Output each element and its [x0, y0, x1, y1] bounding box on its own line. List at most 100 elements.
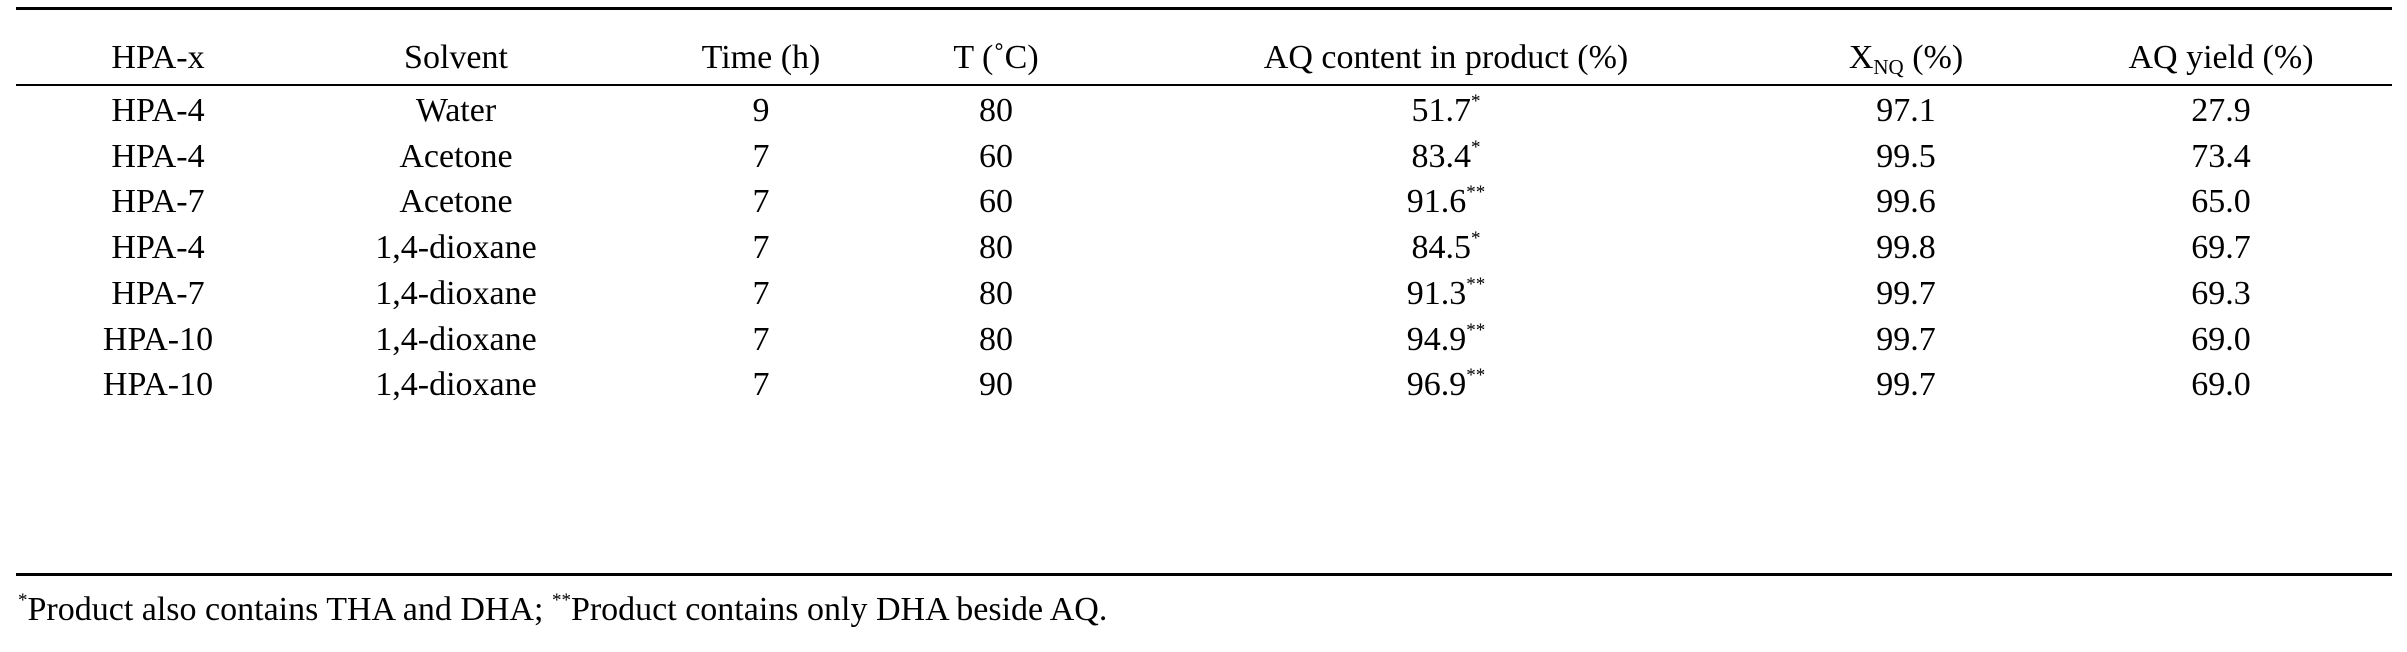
- cell-time: 7: [636, 122, 886, 192]
- cell-time-value: 7: [752, 229, 770, 267]
- cell-aq-content: 83.4*: [1126, 122, 1766, 192]
- cell-aq-yield-value: 69.0: [2191, 366, 2251, 404]
- cell-xnq: 99.6: [1756, 167, 2056, 237]
- cell-hpa: HPA-10: [38, 305, 278, 375]
- table-row: HPA-4 Water 9 80 51.7* 97.1 27.9: [16, 76, 2392, 146]
- cell-time-value: 7: [752, 366, 770, 404]
- cell-xnq-value: 97.1: [1876, 92, 1936, 129]
- cell-solvent: Water: [296, 76, 616, 146]
- cell-temperature-value: 80: [979, 274, 1013, 312]
- cell-xnq-value: 99.7: [1876, 274, 1936, 312]
- footnote-mark-double: **: [551, 590, 571, 611]
- footnote-marker: **: [1466, 182, 1486, 204]
- cell-aq-yield: 69.0: [2056, 350, 2386, 420]
- cell-solvent-value: Acetone: [399, 137, 513, 175]
- cell-solvent-value: 1,4-dioxane: [375, 274, 537, 312]
- cell-aq-content: 94.9**: [1126, 305, 1766, 375]
- cell-aq-yield: 65.0: [2056, 167, 2386, 237]
- cell-solvent: 1,4-dioxane: [296, 213, 616, 283]
- cell-hpa: HPA-4: [38, 213, 278, 283]
- cell-hpa: HPA-7: [38, 167, 278, 237]
- cell-time: 7: [636, 213, 886, 283]
- footnote-marker: *: [1471, 136, 1481, 158]
- cell-aq-content-value: 94.9: [1406, 320, 1467, 358]
- header-hpa-x: HPA-x: [111, 39, 205, 76]
- cell-solvent-value: 1,4-dioxane: [375, 229, 537, 267]
- cell-aq-content-value: 91.6: [1406, 183, 1467, 221]
- table-row: HPA-4 1,4-dioxane 7 80 84.5* 99.8 69.7: [16, 213, 2392, 283]
- table-row: HPA-4 Acetone 7 60 83.4* 99.5 73.4: [16, 122, 2392, 192]
- cell-xnq: 99.7: [1756, 259, 2056, 329]
- table-row: HPA-10 1,4-dioxane 7 80 94.9** 99.7 69.0: [16, 305, 2392, 375]
- cell-time-value: 7: [752, 183, 770, 221]
- table-bottom-rule: [16, 573, 2392, 576]
- cell-aq-content: 96.9**: [1126, 350, 1766, 420]
- cell-time-value: 7: [752, 137, 770, 175]
- header-time: Time (h): [701, 39, 821, 76]
- cell-solvent: 1,4-dioxane: [296, 259, 616, 329]
- cell-aq-yield-value: 69.3: [2191, 274, 2251, 312]
- cell-temperature: 80: [876, 259, 1116, 329]
- cell-temperature-value: 80: [979, 92, 1013, 129]
- cell-temperature: 80: [876, 76, 1116, 146]
- cell-time: 9: [636, 76, 886, 146]
- footnote-marker: **: [1466, 273, 1486, 295]
- cell-hpa-value: HPA-10: [102, 366, 214, 404]
- cell-time: 7: [636, 350, 886, 420]
- footnote-marker: **: [1466, 365, 1486, 387]
- cell-aq-yield-value: 69.0: [2191, 320, 2251, 358]
- cell-solvent-value: Acetone: [399, 183, 513, 221]
- cell-temperature: 80: [876, 213, 1116, 283]
- cell-xnq: 99.7: [1756, 350, 2056, 420]
- table-top-rule: [16, 7, 2392, 10]
- header-temperature: T (˚C): [953, 39, 1039, 76]
- cell-temperature-value: 80: [979, 229, 1013, 267]
- cell-aq-yield: 69.7: [2056, 213, 2386, 283]
- cell-aq-yield-value: 65.0: [2191, 183, 2251, 221]
- cell-solvent-value: 1,4-dioxane: [375, 366, 537, 404]
- cell-time-value: 7: [752, 320, 770, 358]
- footnote-mark-single: *: [18, 590, 28, 611]
- cell-temperature: 90: [876, 350, 1116, 420]
- header-xnq: XNQ (%): [1756, 23, 2056, 93]
- cell-aq-content-value: 51.7: [1411, 92, 1472, 129]
- footnote-marker: *: [1471, 228, 1481, 250]
- header-xnq-unit: (%): [1903, 39, 1964, 76]
- cell-aq-yield: 73.4: [2056, 122, 2386, 192]
- cell-xnq-value: 99.7: [1876, 320, 1936, 358]
- cell-aq-yield: 27.9: [2056, 76, 2386, 146]
- footnote-text-single: Product also contains THA and DHA;: [27, 591, 552, 628]
- cell-time: 7: [636, 167, 886, 237]
- cell-aq-content: 91.3**: [1126, 259, 1766, 329]
- header-xnq-symbol: X: [1848, 39, 1874, 76]
- cell-time: 7: [636, 305, 886, 375]
- cell-solvent: Acetone: [296, 167, 616, 237]
- cell-solvent: Acetone: [296, 122, 616, 192]
- cell-aq-yield-value: 69.7: [2191, 229, 2251, 267]
- cell-hpa-value: HPA-4: [111, 137, 205, 175]
- cell-xnq: 99.8: [1756, 213, 2056, 283]
- cell-temperature-value: 80: [979, 320, 1013, 358]
- footnote-marker: **: [1466, 319, 1486, 341]
- cell-solvent-value: Water: [415, 92, 497, 129]
- cell-hpa-value: HPA-7: [111, 183, 205, 221]
- cell-aq-yield: 69.3: [2056, 259, 2386, 329]
- header-aq-content: AQ content in product (%): [1263, 39, 1629, 76]
- footnote-marker: *: [1471, 91, 1481, 112]
- cell-aq-content-value: 83.4: [1411, 137, 1472, 175]
- cell-aq-content-value: 84.5: [1411, 229, 1472, 267]
- cell-xnq-value: 99.5: [1876, 137, 1936, 175]
- cell-xnq: 99.7: [1756, 305, 2056, 375]
- cell-hpa-value: HPA-4: [111, 92, 205, 129]
- cell-hpa-value: HPA-4: [111, 229, 205, 267]
- cell-aq-content: 84.5*: [1126, 213, 1766, 283]
- cell-solvent: 1,4-dioxane: [296, 350, 616, 420]
- cell-hpa-value: HPA-10: [102, 320, 214, 358]
- cell-solvent-value: 1,4-dioxane: [375, 320, 537, 358]
- header-aq-yield: AQ yield (%): [2128, 39, 2314, 76]
- cell-temperature-value: 90: [979, 366, 1013, 404]
- cell-xnq-value: 99.8: [1876, 229, 1936, 267]
- footnote-text-double: Product contains only DHA beside AQ.: [570, 591, 1108, 628]
- cell-time-value: 9: [752, 92, 770, 129]
- cell-aq-yield: 69.0: [2056, 305, 2386, 375]
